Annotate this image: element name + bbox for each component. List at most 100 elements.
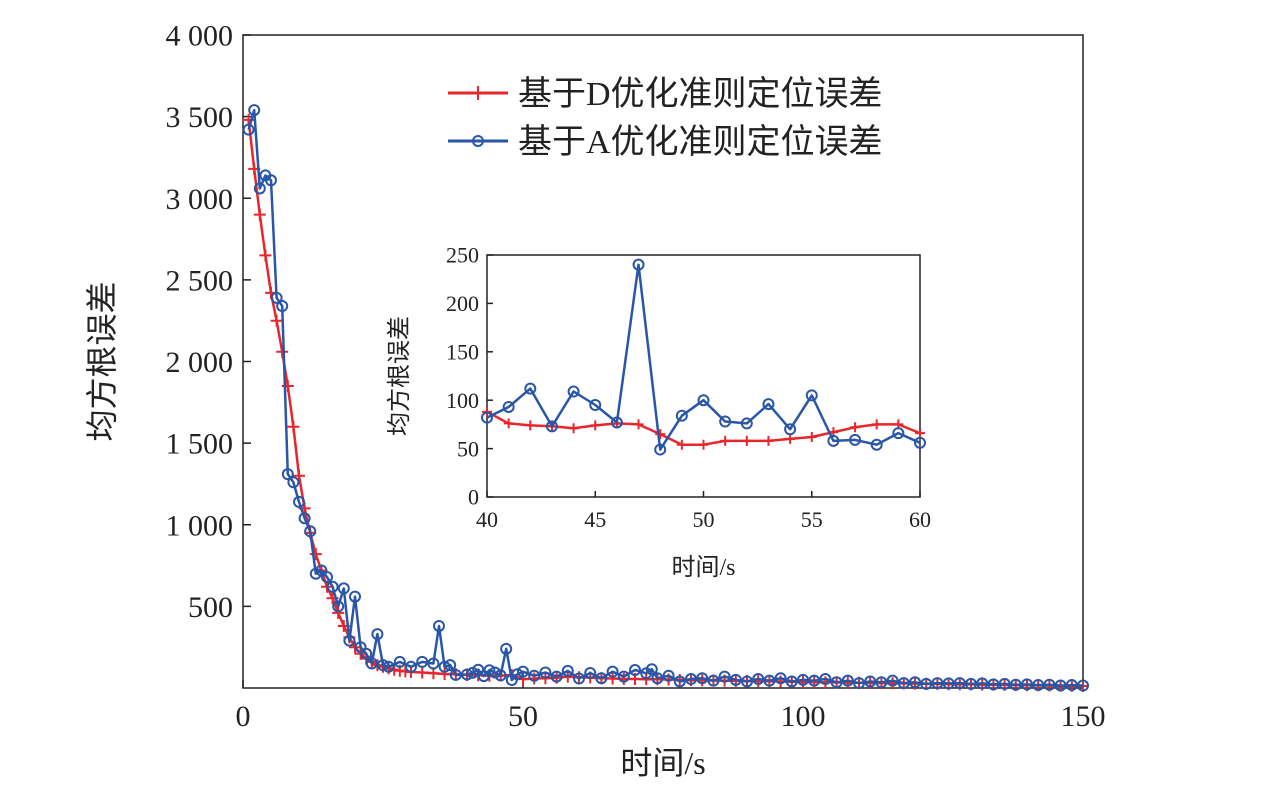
data-point <box>827 434 840 447</box>
data-point <box>321 570 333 583</box>
data-point <box>763 674 776 687</box>
data-point <box>502 400 515 413</box>
y-tick-label: 3 500 <box>166 101 234 134</box>
y-axis-label: 均方根误差 <box>84 281 120 441</box>
data-point <box>293 469 305 482</box>
y-tick-label: 500 <box>188 591 233 624</box>
data-point <box>584 666 597 679</box>
data-point <box>287 420 300 433</box>
data-point <box>763 435 774 446</box>
data-point <box>741 435 752 446</box>
data-point <box>740 417 753 430</box>
data-point <box>610 416 623 429</box>
data-point <box>931 677 944 690</box>
y-tick-label: 200 <box>446 291 479 316</box>
data-point <box>920 677 933 690</box>
x-tick-label: 45 <box>584 507 606 532</box>
data-point <box>632 258 645 271</box>
y-tick-label: 1 500 <box>166 428 234 461</box>
y-tick-label: 150 <box>446 340 479 365</box>
data-point <box>942 677 955 690</box>
data-point <box>606 672 619 685</box>
data-point <box>915 428 925 439</box>
data-point <box>517 665 529 678</box>
data-point <box>886 674 899 687</box>
x-axis-label: 时间/s <box>671 554 735 581</box>
data-point <box>539 666 552 679</box>
data-point <box>253 182 266 195</box>
data-point <box>365 657 378 670</box>
data-point <box>511 668 524 681</box>
data-point <box>850 422 861 433</box>
data-point <box>481 411 493 424</box>
data-point <box>349 590 361 603</box>
legend-label: 基于A优化准则定位误差 <box>518 123 883 161</box>
data-point <box>1077 679 1089 692</box>
data-point <box>673 675 686 688</box>
data-point <box>276 299 289 312</box>
data-point <box>998 677 1011 690</box>
x-tick-label: 50 <box>508 700 538 733</box>
data-point <box>550 670 563 683</box>
legend-item: 基于A优化准则定位误差 <box>448 123 883 161</box>
data-point <box>645 663 658 676</box>
inset-background <box>487 255 920 497</box>
y-tick-label: 2 500 <box>166 264 234 297</box>
data-point <box>685 673 697 686</box>
data-point <box>785 675 798 688</box>
data-point <box>965 677 977 690</box>
data-point <box>567 385 580 398</box>
series-line <box>247 108 1084 687</box>
series-a-optimal <box>242 104 1089 692</box>
data-point <box>309 548 322 561</box>
data-point <box>720 435 731 446</box>
data-point <box>808 674 821 687</box>
data-point <box>897 677 910 690</box>
data-point <box>405 660 417 673</box>
data-point <box>629 664 641 677</box>
data-point <box>871 419 882 430</box>
data-point <box>676 439 687 450</box>
data-point <box>503 418 514 429</box>
data-point <box>797 673 809 686</box>
data-point <box>438 667 451 680</box>
data-point <box>729 673 742 686</box>
data-point <box>696 672 709 685</box>
data-point <box>393 655 406 668</box>
data-point <box>707 674 720 687</box>
data-point <box>281 468 294 481</box>
data-point <box>589 399 602 412</box>
data-point <box>819 673 832 686</box>
y-tick-label: 1 000 <box>166 509 234 542</box>
x-tick-label: 100 <box>781 700 826 733</box>
data-point <box>752 673 765 686</box>
data-point <box>524 382 537 395</box>
data-point <box>617 670 630 683</box>
data-point <box>494 669 507 682</box>
data-point <box>270 314 283 327</box>
y-tick-label: 100 <box>446 388 479 413</box>
data-point <box>864 675 877 688</box>
data-point <box>870 438 883 451</box>
data-point <box>371 628 384 641</box>
data-point <box>633 419 644 430</box>
data-point <box>675 409 688 422</box>
series-line <box>486 263 921 451</box>
y-tick-label: 250 <box>446 243 479 268</box>
data-point <box>953 677 966 690</box>
series-a-optimal <box>481 258 926 456</box>
data-point <box>595 672 608 685</box>
data-point <box>573 672 585 685</box>
data-point <box>528 669 541 682</box>
data-point <box>326 580 339 593</box>
data-point <box>1032 679 1045 692</box>
y-tick-label: 3 000 <box>166 183 234 216</box>
data-point <box>784 423 797 436</box>
data-point <box>806 431 817 442</box>
x-tick-label: 40 <box>476 507 498 532</box>
data-point <box>416 666 429 679</box>
data-point <box>662 669 675 682</box>
data-point <box>853 677 865 690</box>
